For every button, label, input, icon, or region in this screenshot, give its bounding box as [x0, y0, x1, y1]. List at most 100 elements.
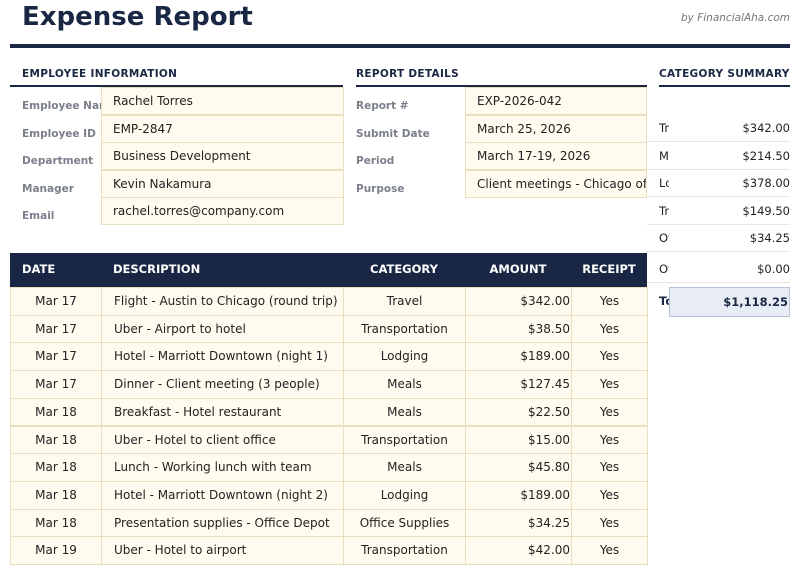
table-cell: Meals: [343, 370, 466, 399]
summary-total-label: Total: [659, 294, 669, 308]
summary-category: Lodging: [659, 176, 669, 191]
table-cell: Lodging: [343, 480, 466, 510]
table-cell: Yes: [571, 536, 648, 565]
summary-divider: [647, 168, 790, 170]
table-cell: Mar 17: [10, 370, 102, 399]
column-header: RECEIPT: [582, 262, 636, 276]
field-label: Submit Date: [356, 127, 430, 140]
table-cell: Mar 18: [10, 425, 102, 455]
heading-rule: [10, 85, 343, 87]
summary-category: Other: [659, 262, 669, 276]
table-cell: $189.00: [465, 480, 572, 510]
summary-divider: [647, 223, 790, 225]
field-label: Period: [356, 155, 395, 168]
table-cell: Transportation: [343, 536, 466, 565]
summary-amount: $0.00: [757, 262, 790, 276]
field-label: Department: [22, 155, 94, 168]
table-cell: Yes: [571, 480, 648, 510]
heading-rule: [356, 85, 647, 87]
table-cell: Presentation supplies - Office Depot: [101, 508, 344, 538]
table-cell: Lodging: [343, 342, 466, 372]
summary-category: Transportation: [659, 203, 669, 218]
field-value: rachel.torres@company.com: [101, 197, 344, 226]
table-cell: $189.00: [465, 342, 572, 372]
table-cell: Yes: [571, 508, 648, 538]
field-value: EMP-2847: [101, 114, 344, 143]
column-header: DESCRIPTION: [113, 262, 201, 276]
field-label: Employee ID: [22, 127, 96, 140]
summary-divider: [647, 251, 790, 253]
table-cell: Flight - Austin to Chicago (round trip): [101, 287, 344, 316]
field-label: Email: [22, 210, 55, 223]
column-header: CATEGORY: [370, 262, 438, 276]
table-cell: $22.50: [465, 397, 572, 427]
table-cell: Meals: [343, 397, 466, 427]
table-header-bar: [10, 253, 647, 287]
table-cell: $34.25: [465, 508, 572, 538]
column-header: DATE: [22, 262, 56, 276]
field-value: Rachel Torres: [101, 87, 344, 115]
table-cell: Uber - Airport to hotel: [101, 314, 344, 344]
section-heading: REPORT DETAILS: [356, 68, 460, 80]
table-cell: Yes: [571, 425, 648, 455]
table-cell: Uber - Hotel to client office: [101, 425, 344, 455]
field-value: Kevin Nakamura: [101, 169, 344, 198]
table-cell: $15.00: [465, 425, 572, 455]
summary-amount: $214.50: [742, 148, 790, 163]
table-cell: Office Supplies: [343, 508, 466, 538]
table-cell: Uber - Hotel to airport: [101, 536, 344, 565]
table-cell: Mar 18: [10, 453, 102, 482]
summary-category: Meals: [659, 148, 669, 163]
table-cell: Dinner - Client meeting (3 people): [101, 370, 344, 399]
table-cell: Travel: [343, 287, 466, 316]
table-cell: Mar 18: [10, 508, 102, 538]
table-cell: Transportation: [343, 314, 466, 344]
table-cell: $38.50: [465, 314, 572, 344]
field-label: Manager: [22, 182, 74, 195]
table-cell: Transportation: [343, 425, 466, 455]
field-value: Business Development: [101, 142, 344, 171]
table-cell: Mar 17: [10, 342, 102, 372]
heading-rule: [659, 85, 790, 87]
table-cell: Hotel - Marriott Downtown (night 1): [101, 342, 344, 372]
table-cell: Yes: [571, 453, 648, 482]
table-cell: Lunch - Working lunch with team: [101, 453, 344, 482]
section-heading: EMPLOYEE INFORMATION: [22, 68, 178, 80]
table-cell: Hotel - Marriott Downtown (night 2): [101, 480, 344, 510]
byline: by FinancialAha.com: [681, 12, 790, 24]
summary-category: Travel: [659, 121, 669, 135]
table-cell: Mar 18: [10, 397, 102, 427]
table-cell: Yes: [571, 370, 648, 399]
table-cell: Mar 19: [10, 536, 102, 565]
summary-amount: $149.50: [742, 203, 790, 218]
field-value: March 25, 2026: [465, 114, 647, 143]
section-heading: CATEGORY SUMMARY: [659, 68, 790, 80]
table-cell: Yes: [571, 314, 648, 344]
title: Expense Report: [22, 2, 253, 32]
table-cell: Mar 17: [10, 287, 102, 316]
table-cell: $42.00: [465, 536, 572, 565]
table-cell: $342.00: [465, 287, 572, 316]
summary-amount: $34.25: [749, 231, 790, 246]
table-cell: Breakfast - Hotel restaurant: [101, 397, 344, 427]
summary-amount: $378.00: [742, 176, 790, 191]
table-cell: Yes: [571, 287, 648, 316]
field-value: EXP-2026-042: [465, 87, 647, 115]
table-cell: Yes: [571, 342, 648, 372]
table-cell: Yes: [571, 397, 648, 427]
table-cell: Mar 18: [10, 480, 102, 510]
field-value: Client meetings - Chicago office: [465, 169, 647, 198]
summary-amount: $342.00: [742, 121, 790, 135]
summary-total-amount: $1,118.25: [669, 287, 790, 317]
summary-divider: [647, 282, 790, 283]
table-cell: $45.80: [465, 453, 572, 482]
table-cell: Meals: [343, 453, 466, 482]
summary-divider: [647, 141, 790, 142]
summary-divider: [647, 196, 790, 198]
field-label: Purpose: [356, 182, 405, 195]
column-header: AMOUNT: [489, 262, 547, 276]
field-label: Report #: [356, 100, 409, 112]
field-value: March 17-19, 2026: [465, 142, 647, 171]
table-cell: $127.45: [465, 370, 572, 399]
